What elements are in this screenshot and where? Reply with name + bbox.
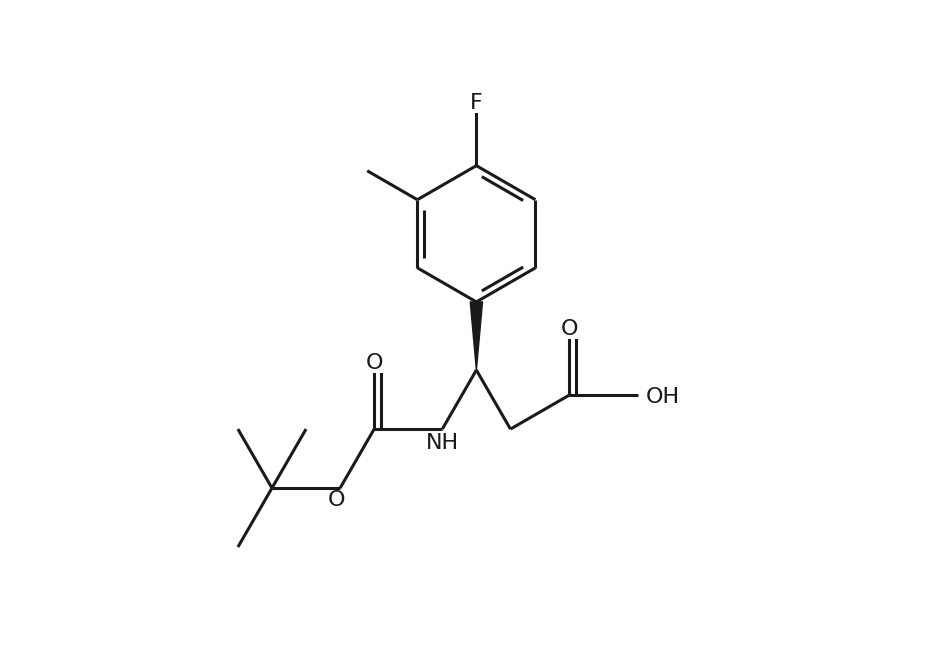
- Polygon shape: [471, 302, 483, 370]
- Text: OH: OH: [645, 387, 680, 407]
- Text: F: F: [470, 93, 483, 113]
- Text: O: O: [328, 491, 345, 510]
- Text: O: O: [561, 319, 578, 339]
- Text: NH: NH: [426, 434, 458, 454]
- Text: O: O: [365, 353, 383, 373]
